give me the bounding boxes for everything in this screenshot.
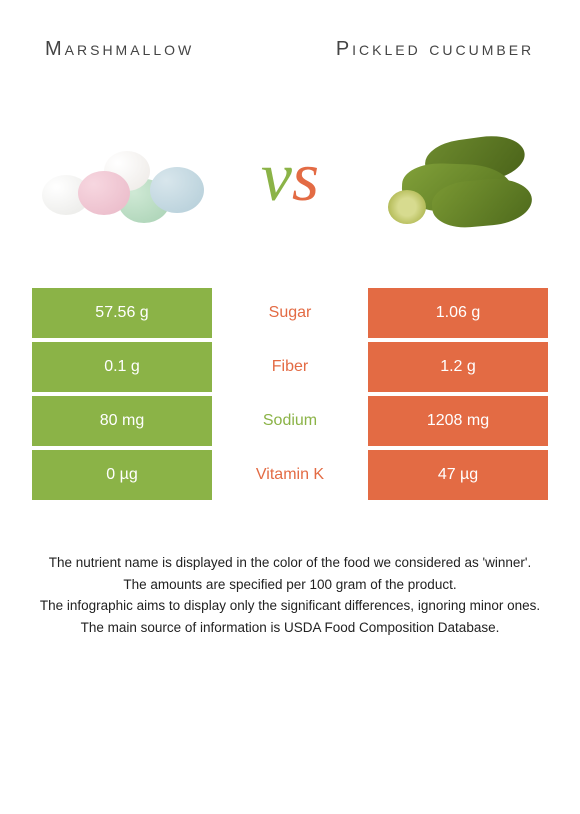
vs-s: s xyxy=(292,139,319,216)
cell-right: 47 µg xyxy=(368,450,548,500)
title-left: Marshmallow xyxy=(45,35,194,63)
cell-label: Fiber xyxy=(212,342,368,392)
footer-line: The amounts are specified per 100 gram o… xyxy=(34,574,546,596)
pickle-image xyxy=(370,118,550,238)
title-right: Pickled cucumber xyxy=(335,35,535,63)
footer-line: The nutrient name is displayed in the co… xyxy=(34,552,546,574)
table-row: 0.1 g Fiber 1.2 g xyxy=(32,342,548,392)
cell-right: 1208 mg xyxy=(368,396,548,446)
cell-left: 57.56 g xyxy=(32,288,212,338)
table-row: 57.56 g Sugar 1.06 g xyxy=(32,288,548,338)
marshmallow-image xyxy=(30,123,210,233)
header: Marshmallow Pickled cucumber xyxy=(0,0,580,88)
hero-row: vs xyxy=(0,88,580,288)
vs-v: v xyxy=(261,139,292,216)
cell-right: 1.2 g xyxy=(368,342,548,392)
footer-line: The infographic aims to display only the… xyxy=(34,595,546,617)
footer-notes: The nutrient name is displayed in the co… xyxy=(0,504,580,638)
vs-label: vs xyxy=(261,138,319,218)
cell-right: 1.06 g xyxy=(368,288,548,338)
table-row: 80 mg Sodium 1208 mg xyxy=(32,396,548,446)
cell-left: 0 µg xyxy=(32,450,212,500)
cell-label: Vitamin K xyxy=(212,450,368,500)
comparison-table: 57.56 g Sugar 1.06 g 0.1 g Fiber 1.2 g 8… xyxy=(0,288,580,500)
cell-left: 80 mg xyxy=(32,396,212,446)
cell-left: 0.1 g xyxy=(32,342,212,392)
cell-label: Sugar xyxy=(212,288,368,338)
footer-line: The main source of information is USDA F… xyxy=(34,617,546,639)
table-row: 0 µg Vitamin K 47 µg xyxy=(32,450,548,500)
cell-label: Sodium xyxy=(212,396,368,446)
